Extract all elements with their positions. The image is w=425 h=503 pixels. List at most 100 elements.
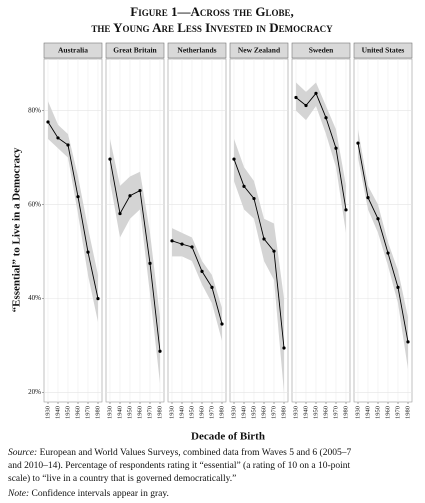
- x-tick-label: 1950: [188, 406, 195, 419]
- panel-title: Sweden: [309, 46, 334, 55]
- panel: [105, 58, 165, 403]
- confidence-band: [172, 228, 222, 341]
- panel-title: New Zealand: [238, 46, 281, 55]
- panel-strip: [43, 42, 103, 59]
- line: [171, 240, 223, 325]
- point: [282, 346, 286, 350]
- x-tick-label: 1970: [208, 406, 215, 419]
- panel-strip: [105, 42, 165, 59]
- x-tick-label: 1980: [280, 406, 287, 419]
- point: [96, 297, 100, 301]
- x-tick-label: 1930: [292, 406, 299, 419]
- note: Note: Confidence intervals appear in gra…: [7, 488, 169, 499]
- line: [109, 158, 161, 352]
- panel-title: Australia: [58, 46, 88, 55]
- point: [190, 245, 194, 249]
- point: [252, 196, 256, 201]
- x-tick-label: 1950: [374, 406, 381, 419]
- x-tick-label: 1940: [240, 406, 247, 419]
- x-tick-label: 1980: [218, 406, 225, 419]
- point: [220, 322, 224, 326]
- point: [118, 211, 122, 216]
- panel-title: Great Britain: [113, 46, 157, 55]
- source-text: and 2010–14). Percentage of respondents …: [8, 460, 351, 471]
- x-tick-label: 1940: [116, 406, 123, 419]
- point: [76, 195, 80, 199]
- point: [314, 91, 318, 95]
- point: [324, 116, 328, 120]
- x-tick-label: 1980: [94, 406, 101, 419]
- source: Source: European and World Values Survey…: [8, 447, 351, 458]
- confidence-band: [234, 138, 284, 393]
- panel-title: United States: [362, 46, 405, 55]
- x-tick-label: 1950: [64, 406, 71, 419]
- point: [210, 285, 214, 289]
- title: Figure 1—Across the Globe,: [130, 4, 293, 19]
- point: [66, 143, 70, 147]
- x-tick-label: 1970: [146, 406, 153, 419]
- x-tick-label: 1960: [322, 406, 329, 419]
- x-tick-label: 1940: [54, 406, 61, 419]
- point: [334, 146, 338, 150]
- x-tick-label: 1970: [332, 406, 339, 419]
- point: [386, 251, 390, 255]
- confidence-band: [296, 82, 346, 233]
- x-tick-label: 1950: [126, 406, 133, 419]
- point: [396, 285, 400, 289]
- note-text: Confidence intervals appear in gray.: [31, 488, 168, 499]
- x-axis-label: Decade of Birth: [191, 431, 265, 443]
- x-tick-label: 1940: [364, 406, 371, 419]
- point: [242, 184, 246, 188]
- x-tick-label: 1930: [168, 406, 175, 419]
- x-tick-label: 1930: [44, 406, 51, 419]
- point: [148, 261, 152, 265]
- x-tick-label: 1940: [178, 406, 185, 419]
- panel-strip: [167, 42, 227, 59]
- point: [294, 95, 298, 100]
- point: [376, 217, 380, 221]
- x-tick-label: 1960: [384, 406, 391, 419]
- x-tick-label: 1980: [342, 406, 349, 419]
- point: [304, 103, 308, 108]
- point: [232, 157, 236, 161]
- x-tick-label: 1950: [250, 406, 257, 419]
- y-tick-label: 20%: [28, 388, 41, 396]
- point: [344, 208, 348, 212]
- point: [138, 188, 142, 193]
- x-tick-label: 1980: [404, 406, 411, 419]
- x-tick-label: 1970: [394, 406, 401, 419]
- panel-strip: [291, 42, 351, 59]
- y-tick-label: 80%: [28, 106, 41, 114]
- confidence-band: [110, 138, 160, 384]
- point: [366, 196, 370, 200]
- x-tick-label: 1970: [84, 406, 91, 419]
- point: [406, 340, 410, 344]
- point: [128, 194, 132, 198]
- x-tick-label: 1960: [260, 406, 267, 419]
- x-tick-label: 1930: [354, 406, 361, 419]
- point: [200, 269, 204, 273]
- x-tick-label: 1980: [156, 406, 163, 419]
- x-tick-label: 1930: [106, 406, 113, 419]
- point: [262, 237, 266, 241]
- panel-strip: [353, 42, 413, 59]
- point: [356, 141, 360, 145]
- point: [46, 120, 50, 124]
- point: [272, 249, 276, 253]
- x-tick-label: 1960: [74, 406, 81, 419]
- point: [86, 250, 90, 254]
- y-axis-label: “Essential” to Live in a Democracy: [11, 147, 23, 312]
- panel-strip: [229, 42, 289, 59]
- line: [295, 92, 347, 210]
- y-tick-label: 60%: [28, 200, 41, 208]
- point: [56, 136, 60, 140]
- source-text: European and World Values Surveys, combi…: [40, 447, 352, 458]
- source-label: Source:: [8, 448, 37, 458]
- confidence-band: [48, 101, 98, 323]
- x-tick-label: 1970: [270, 406, 277, 419]
- x-tick-label: 1960: [136, 406, 143, 419]
- line: [233, 158, 285, 349]
- line: [47, 121, 99, 299]
- line: [357, 143, 409, 342]
